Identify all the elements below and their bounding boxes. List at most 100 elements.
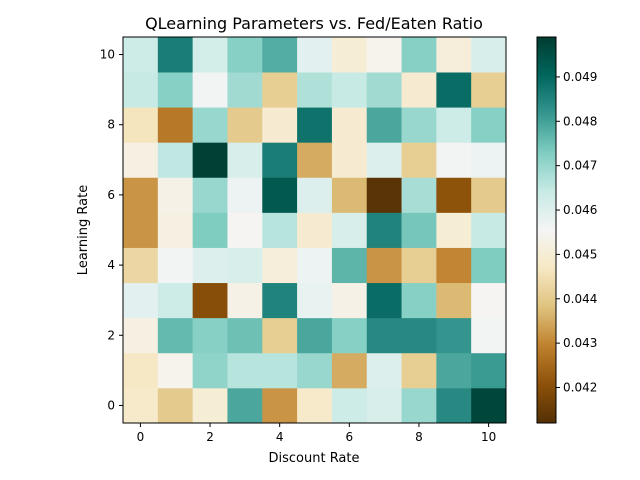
heatmap-cell — [297, 37, 333, 73]
heatmap-cell — [471, 37, 507, 73]
heatmap-cell — [157, 387, 194, 424]
heatmap-cell — [471, 247, 507, 284]
heatmap-cell — [123, 387, 159, 424]
heatmap-cell — [227, 387, 263, 424]
chart-title: QLearning Parameters vs. Fed/Eaten Ratio — [145, 14, 483, 33]
heatmap-cell — [123, 37, 159, 73]
heatmap-cell — [262, 142, 298, 178]
heatmap-cell — [227, 352, 263, 389]
heatmap-cell — [262, 317, 298, 354]
heatmap-cell — [331, 387, 368, 424]
heatmap-cell — [436, 177, 472, 213]
x-axis-label: Discount Rate — [268, 451, 359, 466]
heatmap-cell — [331, 247, 368, 284]
heatmap-cell — [227, 142, 263, 178]
heatmap-cell — [262, 352, 298, 389]
heatmap-cell — [436, 317, 472, 354]
heatmap-cell — [366, 282, 402, 319]
heatmap-cell — [471, 72, 507, 108]
heatmap-cell — [157, 177, 194, 213]
heatmap-cell — [297, 317, 333, 354]
heatmap-cell — [123, 142, 159, 178]
heatmap-cell — [192, 107, 228, 143]
heatmap-cell — [436, 212, 472, 248]
heatmap-cell — [227, 212, 263, 248]
colorbar-tick-label: 0.044 — [563, 292, 597, 306]
heatmap-cell — [331, 317, 368, 354]
heatmap-cell — [366, 37, 402, 73]
heatmap-cell — [401, 37, 437, 73]
heatmap-cell — [192, 387, 228, 424]
y-tick-label: 4 — [107, 258, 115, 272]
heatmap-cell — [157, 212, 194, 248]
heatmap-cell — [297, 142, 333, 178]
heatmap-cell — [436, 352, 472, 389]
y-tick-label: 10 — [100, 48, 115, 62]
colorbar-tick-label: 0.047 — [563, 159, 597, 173]
colorbar-tick-label: 0.048 — [563, 114, 597, 128]
heatmap-cell — [331, 282, 368, 319]
heatmap-cell — [157, 282, 194, 319]
colorbar: 0.042 0.043 0.044 0.045 0.046 0.047 0.048 0.049 — [536, 36, 597, 424]
x-tick-label: 2 — [206, 430, 214, 444]
heatmap-cell — [262, 247, 298, 284]
heatmap-cell — [436, 387, 472, 424]
colorbar-gradient — [536, 36, 557, 424]
heatmap-cell — [297, 352, 333, 389]
heatmap-cell — [331, 142, 368, 178]
heatmap-cell — [401, 177, 437, 213]
heatmap-cell — [471, 317, 507, 354]
heatmap-cell — [436, 72, 472, 108]
colorbar-tick-label: 0.042 — [563, 381, 597, 395]
heatmap-cell — [436, 142, 472, 178]
heatmap-cell — [436, 37, 472, 73]
heatmap-cell — [471, 177, 507, 213]
heatmap-cell — [366, 177, 402, 213]
heatmap-cell — [401, 282, 437, 319]
heatmap-cell — [401, 107, 437, 143]
heatmap-cell — [192, 37, 228, 73]
y-tick-label: 0 — [107, 398, 115, 412]
heatmap-cell — [123, 72, 159, 108]
heatmap-cell — [227, 177, 263, 213]
heatmap-cell — [157, 142, 194, 178]
heatmap-cell — [366, 352, 402, 389]
heatmap-cell — [123, 107, 159, 143]
colorbar-tick-label: 0.049 — [563, 70, 597, 84]
heatmap-cell — [227, 282, 263, 319]
heatmap-cell — [192, 142, 228, 178]
y-tick-label: 2 — [107, 328, 115, 342]
y-axis: 0 2 4 6 8 10 — [100, 48, 123, 412]
heatmap-cell — [471, 142, 507, 178]
heatmap-cell — [401, 247, 437, 284]
heatmap-cell — [262, 107, 298, 143]
heatmap-cell — [262, 37, 298, 73]
heatmap-cell — [262, 282, 298, 319]
heatmap-cell — [297, 282, 333, 319]
heatmap-cell — [157, 37, 194, 73]
heatmap-cell — [331, 212, 368, 248]
heatmap-cell — [297, 212, 333, 248]
heatmap-cell — [123, 282, 159, 319]
heatmap-cell — [227, 247, 263, 284]
heatmap-cell — [436, 107, 472, 143]
heatmap-cell — [123, 317, 159, 354]
heatmap-cell — [401, 212, 437, 248]
heatmap-cell — [297, 72, 333, 108]
heatmap-cell — [297, 177, 333, 213]
heatmap-cell — [227, 72, 263, 108]
colorbar-tick-label: 0.043 — [563, 336, 597, 350]
heatmap-cell — [401, 317, 437, 354]
heatmap-cell — [123, 352, 159, 389]
heatmap-cell — [331, 107, 368, 143]
heatmap-cell — [297, 387, 333, 424]
x-tick-label: 10 — [481, 430, 496, 444]
heatmap-cell — [401, 352, 437, 389]
heatmap-cell — [157, 352, 194, 389]
heatmap-cell — [331, 37, 368, 73]
x-tick-label: 8 — [415, 430, 423, 444]
heatmap-cell — [123, 212, 159, 248]
x-tick-label: 6 — [345, 430, 353, 444]
plot-frame — [122, 36, 507, 424]
